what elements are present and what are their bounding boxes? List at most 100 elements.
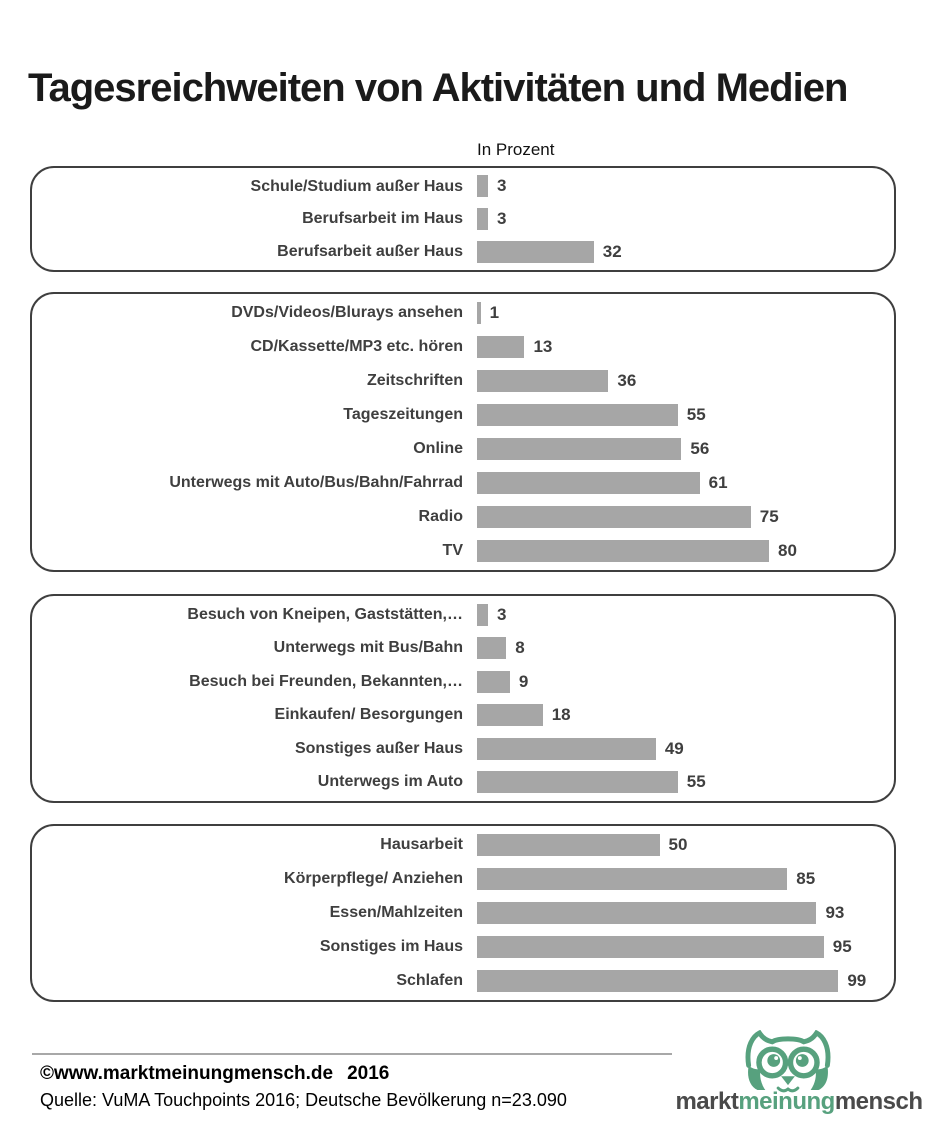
bar-label: Tageszeitungen xyxy=(343,406,463,424)
bar-row: DVDs/Videos/Blurays ansehen 1 xyxy=(32,296,894,330)
bar-label: Zeitschriften xyxy=(366,372,463,390)
bar-value: 18 xyxy=(551,705,571,725)
bar xyxy=(477,240,594,263)
bar xyxy=(477,936,824,958)
bar-row: Besuch von Kneipen, Gaststätten,… 3 xyxy=(32,598,894,632)
bar-label: Einkaufen/ Besorgungen xyxy=(274,706,463,724)
bar-value: 3 xyxy=(496,604,507,624)
bar xyxy=(477,472,700,494)
logo-word-markt: markt xyxy=(675,1088,739,1115)
bar xyxy=(477,302,481,324)
bar-row: Hausarbeit 50 xyxy=(32,828,894,862)
bar xyxy=(477,868,788,890)
bar-label: Körperpflege/ Anziehen xyxy=(284,870,463,888)
bar-value: 56 xyxy=(690,439,710,458)
bar-label: Unterwegs im Auto xyxy=(317,773,463,791)
bar-row: Tageszeitungen 55 xyxy=(32,398,894,432)
logo-word-meinung: meinung xyxy=(738,1088,835,1115)
chart-group-work: Schule/Studium außer Haus 3 Berufsarbeit… xyxy=(30,166,896,272)
year-text: 2016 xyxy=(347,1063,390,1084)
bar-row: Einkaufen/ Besorgungen 18 xyxy=(32,699,894,733)
bar-value: 8 xyxy=(515,638,525,658)
bar-label: Berufsarbeit außer Haus xyxy=(277,242,463,260)
bar-row: Unterwegs mit Auto/Bus/Bahn/Fahrrad 61 xyxy=(32,466,894,500)
bar-value: 49 xyxy=(664,738,684,758)
bar-label: Schule/Studium außer Haus xyxy=(250,177,463,195)
bar-label: DVDs/Videos/Blurays ansehen xyxy=(231,304,463,322)
bar-value: 80 xyxy=(778,541,797,560)
bar-row: Sonstiges außer Haus 49 xyxy=(32,732,894,766)
chart-group-media: DVDs/Videos/Blurays ansehen 1 CD/Kassett… xyxy=(30,292,896,572)
bar-value: 9 xyxy=(518,671,529,691)
bar xyxy=(477,771,678,794)
bar-row: Besuch bei Freunden, Bekannten,… 9 xyxy=(32,665,894,699)
logo: marktmeinungmensch xyxy=(674,1028,924,1123)
bar-value: 95 xyxy=(832,937,852,956)
bar-row: Schlafen 99 xyxy=(32,964,894,998)
bar xyxy=(477,637,507,660)
bar-label: Besuch von Kneipen, Gaststätten,… xyxy=(187,605,463,623)
footer-divider xyxy=(32,1053,672,1055)
bar-label: Schlafen xyxy=(396,972,463,990)
copyright-text: ©www.marktmeinungmensch.de 2016 xyxy=(40,1063,389,1085)
bar xyxy=(477,404,678,426)
bar xyxy=(477,737,656,760)
bar-label: Hausarbeit xyxy=(380,836,463,854)
bar-label: Radio xyxy=(418,508,463,526)
logo-word-mensch: mensch xyxy=(834,1088,923,1115)
bar xyxy=(477,175,488,198)
source-text: Quelle: VuMA Touchpoints 2016; Deutsche … xyxy=(40,1090,567,1110)
bar xyxy=(477,704,543,727)
bar-row: Unterwegs mit Bus/Bahn 8 xyxy=(32,632,894,666)
chart-group-at-home: Hausarbeit 50 Körperpflege/ Anziehen 85 … xyxy=(30,824,896,1002)
bar-value: 50 xyxy=(668,835,688,854)
bar-row: Sonstiges im Haus 95 xyxy=(32,930,894,964)
bar xyxy=(477,540,769,562)
bar-row: TV 80 xyxy=(32,534,894,568)
bar-value: 75 xyxy=(759,507,779,526)
bar-value: 32 xyxy=(602,241,622,261)
bar-label: Sonstiges außer Haus xyxy=(294,739,463,757)
bar-value: 3 xyxy=(496,209,507,228)
bar-label: Online xyxy=(413,440,463,458)
bar-row: Radio 75 xyxy=(32,500,894,534)
bar-value: 3 xyxy=(496,176,507,196)
bar xyxy=(477,970,839,992)
bar-row: Online 56 xyxy=(32,432,894,466)
logo-text: marktmeinungmensch xyxy=(674,1088,924,1116)
bar-label: Unterwegs mit Auto/Bus/Bahn/Fahrrad xyxy=(169,474,463,492)
bar-value: 55 xyxy=(686,405,706,424)
bar xyxy=(477,603,488,626)
chart-group-out-of-home: Besuch von Kneipen, Gaststätten,… 3 Unte… xyxy=(30,594,896,803)
bar-value: 1 xyxy=(489,303,500,322)
bar-label: TV xyxy=(442,542,463,560)
bar-row: CD/Kassette/MP3 etc. hören 13 xyxy=(32,330,894,364)
bar-row: Berufsarbeit im Haus 3 xyxy=(32,203,894,236)
bar-row: Berufsarbeit außer Haus 32 xyxy=(32,235,894,268)
bar-label: Essen/Mahlzeiten xyxy=(329,904,463,922)
page-title: Tagesreichweiten von Aktivitäten und Med… xyxy=(28,66,848,110)
copyright-url: ©www.marktmeinungmensch.de xyxy=(40,1063,334,1084)
bar-value: 99 xyxy=(847,971,867,990)
bar xyxy=(477,902,817,924)
bar-row: Essen/Mahlzeiten 93 xyxy=(32,896,894,930)
bar-row: Schule/Studium außer Haus 3 xyxy=(32,170,894,203)
bar-label: Berufsarbeit im Haus xyxy=(302,210,463,228)
bar-row: Körperpflege/ Anziehen 85 xyxy=(32,862,894,896)
bar-value: 93 xyxy=(825,903,845,922)
bar xyxy=(477,670,510,693)
bar-value: 61 xyxy=(708,473,728,492)
owl-icon xyxy=(745,1030,831,1093)
bar xyxy=(477,208,488,230)
bar-row: Unterwegs im Auto 55 xyxy=(32,766,894,800)
bar-value: 36 xyxy=(617,371,637,390)
bar xyxy=(477,438,682,460)
bar-row: Zeitschriften 36 xyxy=(32,364,894,398)
bar xyxy=(477,834,660,856)
bar-value: 85 xyxy=(796,869,816,888)
bar-label: Sonstiges im Haus xyxy=(319,938,463,956)
bar-label: Besuch bei Freunden, Bekannten,… xyxy=(189,672,463,690)
unit-label: In Prozent xyxy=(477,140,555,159)
bar-label: CD/Kassette/MP3 etc. hören xyxy=(250,338,463,356)
